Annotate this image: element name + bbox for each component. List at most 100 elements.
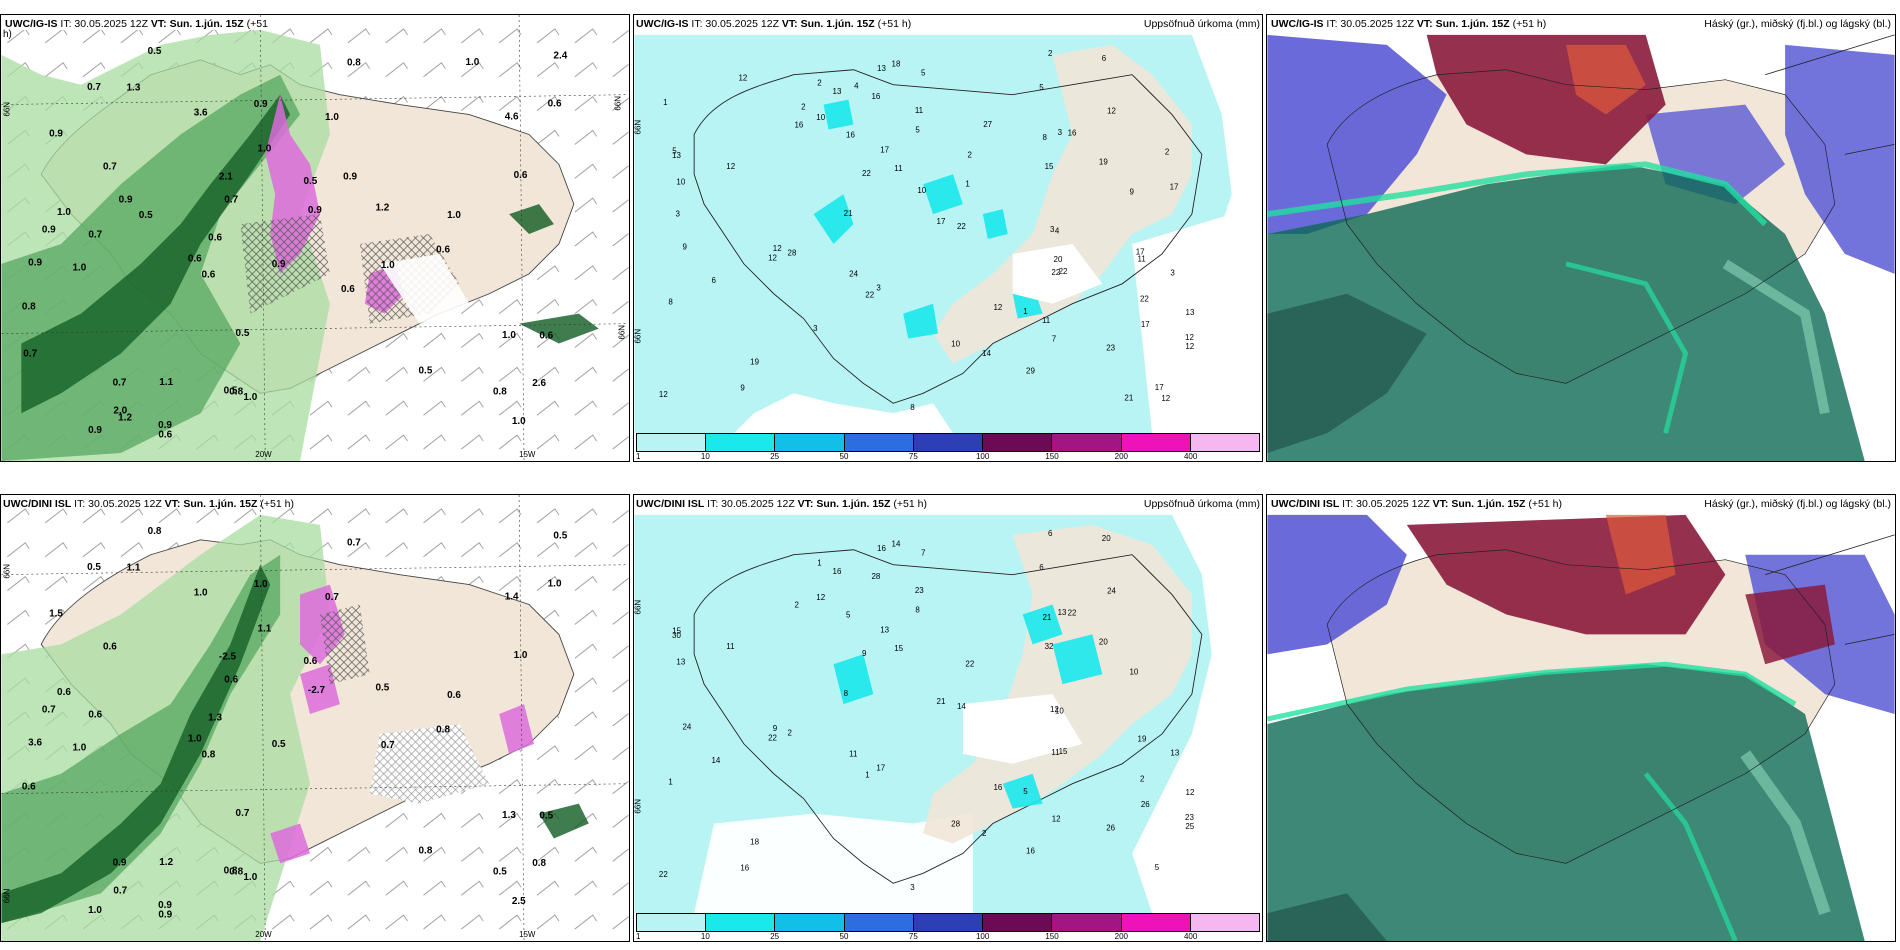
value-label: 1.0 [72, 742, 86, 753]
value-label: 5 [915, 126, 920, 135]
value-label: 12 [993, 303, 1002, 312]
valid-time: Sun. 1.jún. 15Z [1451, 498, 1526, 510]
value-label: 12 [1050, 705, 1059, 714]
colorbar-tick: 25 [770, 452, 780, 461]
value-label: 17 [1170, 182, 1179, 191]
field-title: Háský (gr.), miðský (fj.bl.) og lágský (… [1702, 17, 1893, 31]
value-label: 2 [817, 79, 822, 88]
lat-label-right2: 66N [618, 325, 627, 340]
colorbar-tick: 75 [908, 932, 918, 941]
valid-label: VT: [1432, 498, 1449, 510]
value-label: 0.5 [224, 386, 238, 397]
value-label: 0.8 [202, 750, 216, 761]
colorbar-swatch [1052, 914, 1122, 931]
colorbar-swatch [775, 434, 845, 451]
value-label: 0.8 [532, 858, 546, 869]
colorbar-swatch [844, 914, 914, 931]
value-label: 1.2 [118, 412, 132, 423]
wind-field-dark [1, 564, 271, 924]
value-label: 0.9 [42, 225, 56, 236]
value-label: 23 [1106, 344, 1115, 353]
value-label: 19 [1099, 157, 1108, 166]
colorbar-swatch [706, 434, 776, 451]
value-label: 9 [862, 649, 867, 658]
panel-header: UWC/DINI ISL IT: 30.05.2025 12Z VT: Sun.… [1269, 497, 1893, 513]
value-label: 0.8 [347, 57, 361, 68]
value-label: 0.7 [23, 349, 37, 360]
colorbar-swatch [1190, 434, 1259, 451]
panel-header: UWC/IG-IS IT: 30.05.2025 12Z VT: Sun. 1.… [3, 17, 627, 33]
colorbar-tick: 10 [700, 452, 710, 461]
value-label: 14 [982, 349, 991, 358]
value-label: 3 [813, 324, 818, 333]
model-name: UWC/IG-IS [636, 18, 689, 30]
value-label: 12 [1052, 815, 1061, 824]
init-time: IT: 30.05.2025 12Z [691, 18, 779, 30]
init-time: IT: 30.05.2025 12Z [707, 498, 795, 510]
value-label: 11 [1042, 316, 1051, 325]
lat-label-2: 66N [634, 329, 642, 344]
value-label: 3.6 [28, 738, 42, 749]
colorbar-tick: 150 [1045, 452, 1059, 461]
cloud-mid [1267, 34, 1447, 235]
value-label: 21 [844, 209, 853, 218]
wind-field-mid [1, 554, 281, 924]
value-label: 18 [750, 837, 759, 846]
value-label: 0.8 [224, 866, 238, 877]
value-label: 13 [880, 625, 889, 634]
value-label: 24 [1107, 586, 1116, 595]
lead-time: (+51 h) [893, 498, 927, 510]
value-label: 11 [726, 642, 735, 651]
value-label: 0.8 [22, 302, 36, 313]
value-label: 3 [676, 210, 681, 219]
valid-label: VT: [150, 18, 167, 30]
value-label: 0.9 [272, 259, 286, 270]
value-label: 8 [668, 298, 673, 307]
value-label: 0.6 [208, 232, 222, 243]
value-label: 32 [1045, 642, 1054, 651]
value-label: 20 [1099, 637, 1108, 646]
value-label: 16 [740, 864, 749, 873]
lat-label: 66N [634, 120, 642, 135]
value-label: 2 [1165, 147, 1170, 156]
value-label: 0.7 [103, 161, 117, 172]
init-time: IT: 30.05.2025 12Z [1342, 498, 1430, 510]
value-label: 1 [1023, 307, 1028, 316]
value-label: 18 [892, 60, 901, 69]
value-label: 24 [849, 270, 858, 279]
colorbar-swatch [983, 434, 1053, 451]
value-label: 16 [846, 130, 855, 139]
value-label: 17 [880, 145, 889, 154]
value-label: 0.9 [158, 420, 172, 431]
model-name: UWC/DINI ISL [1271, 498, 1340, 510]
value-label: 24 [682, 722, 691, 731]
value-label: 0.9 [113, 857, 127, 868]
value-label: 16 [993, 783, 1002, 792]
model-name: UWC/DINI ISL [3, 498, 72, 510]
model-name: UWC/DINI ISL [636, 498, 705, 510]
value-label: 3 [1170, 269, 1175, 278]
value-label: 0.5 [139, 210, 153, 221]
lat-label: 66N [2, 102, 11, 117]
panel-clouds-top: UWC/IG-IS IT: 30.05.2025 12Z VT: Sun. 1.… [1266, 14, 1896, 462]
value-label: 17 [876, 763, 885, 772]
value-label: 0.9 [88, 425, 102, 436]
value-label: 0.7 [87, 82, 101, 93]
value-label: 0.9 [158, 909, 172, 920]
value-label: 0.8 [419, 845, 433, 856]
value-label: 22 [862, 169, 871, 178]
value-label: 7 [921, 548, 926, 557]
value-label: 1.1 [257, 624, 271, 635]
value-label: 11 [849, 750, 858, 759]
colorbar-tick: 150 [1045, 932, 1059, 941]
value-label: 0.8 [148, 526, 162, 537]
value-label: 28 [951, 819, 960, 828]
value-label: 21 [1124, 393, 1133, 402]
panel-header: UWC/IG-IS IT: 30.05.2025 12Z VT: Sun. 1.… [636, 17, 1260, 33]
value-label: 21 [1042, 613, 1051, 622]
value-label: 20 [1054, 255, 1063, 264]
value-label: 10 [1129, 667, 1138, 676]
value-label: 1.0 [447, 210, 461, 221]
valid-label: VT: [164, 498, 181, 510]
value-label: 2 [788, 729, 793, 738]
